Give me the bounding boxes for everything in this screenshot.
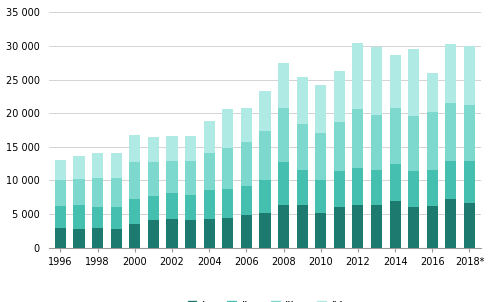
Bar — [315, 180, 327, 213]
Legend: I, II, III, IV: I, II, III, IV — [183, 297, 347, 302]
Bar — [334, 207, 345, 248]
Bar — [427, 170, 438, 206]
Bar — [241, 108, 252, 142]
Bar — [297, 77, 308, 124]
Bar — [353, 43, 363, 109]
Bar — [129, 135, 140, 162]
Bar — [315, 213, 327, 248]
Bar — [74, 179, 84, 205]
Bar — [371, 115, 382, 170]
Bar — [315, 85, 327, 133]
Bar — [427, 112, 438, 170]
Bar — [445, 161, 457, 199]
Bar — [129, 199, 140, 224]
Bar — [464, 46, 475, 105]
Bar — [259, 91, 271, 131]
Bar — [110, 178, 122, 207]
Bar — [297, 170, 308, 205]
Bar — [371, 170, 382, 204]
Bar — [297, 205, 308, 248]
Bar — [129, 162, 140, 199]
Bar — [92, 178, 103, 207]
Bar — [204, 191, 215, 219]
Bar — [148, 196, 159, 220]
Bar — [110, 207, 122, 229]
Bar — [278, 162, 289, 205]
Bar — [55, 228, 66, 248]
Bar — [445, 44, 457, 103]
Bar — [166, 193, 178, 219]
Bar — [408, 116, 419, 171]
Bar — [185, 161, 196, 195]
Bar — [315, 133, 327, 180]
Bar — [241, 142, 252, 186]
Bar — [204, 153, 215, 191]
Bar — [55, 180, 66, 206]
Bar — [92, 229, 103, 248]
Bar — [129, 224, 140, 248]
Bar — [55, 159, 66, 180]
Bar — [185, 195, 196, 220]
Bar — [185, 136, 196, 161]
Bar — [148, 137, 159, 162]
Bar — [166, 136, 178, 161]
Bar — [408, 49, 419, 116]
Bar — [222, 218, 233, 248]
Bar — [389, 108, 401, 164]
Bar — [464, 105, 475, 161]
Bar — [371, 204, 382, 248]
Bar — [110, 153, 122, 178]
Bar — [166, 161, 178, 193]
Bar — [148, 220, 159, 248]
Bar — [110, 229, 122, 248]
Bar — [204, 120, 215, 153]
Bar — [241, 215, 252, 248]
Bar — [259, 180, 271, 213]
Bar — [353, 168, 363, 205]
Bar — [353, 109, 363, 168]
Bar — [427, 206, 438, 248]
Bar — [74, 205, 84, 230]
Bar — [334, 171, 345, 207]
Bar — [278, 63, 289, 108]
Bar — [278, 205, 289, 248]
Bar — [408, 171, 419, 207]
Bar — [222, 109, 233, 148]
Bar — [297, 124, 308, 170]
Bar — [389, 164, 401, 201]
Bar — [74, 230, 84, 248]
Bar — [74, 156, 84, 179]
Bar — [185, 220, 196, 248]
Bar — [204, 219, 215, 248]
Bar — [148, 162, 159, 196]
Bar — [278, 108, 289, 162]
Bar — [464, 203, 475, 248]
Bar — [92, 207, 103, 229]
Bar — [222, 148, 233, 189]
Bar — [259, 131, 271, 180]
Bar — [445, 199, 457, 248]
Bar — [55, 206, 66, 228]
Bar — [241, 186, 252, 215]
Bar — [371, 47, 382, 115]
Bar — [92, 153, 103, 178]
Bar — [389, 201, 401, 248]
Bar — [166, 219, 178, 248]
Bar — [464, 161, 475, 203]
Bar — [334, 122, 345, 171]
Bar — [353, 205, 363, 248]
Bar — [427, 73, 438, 112]
Bar — [334, 71, 345, 122]
Bar — [445, 103, 457, 161]
Bar — [222, 189, 233, 218]
Bar — [389, 55, 401, 108]
Bar — [408, 207, 419, 248]
Bar — [259, 213, 271, 248]
